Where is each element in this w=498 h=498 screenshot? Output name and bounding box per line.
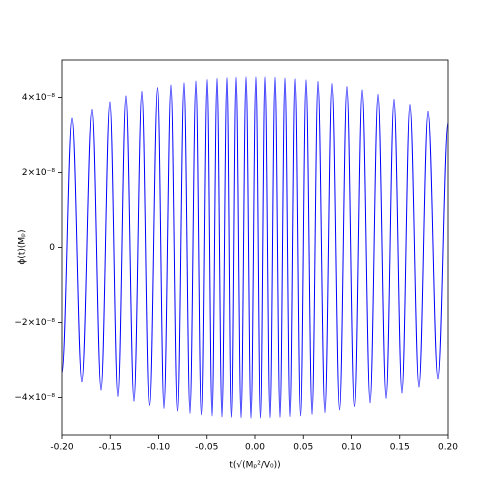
y-tick-label: 0 (49, 243, 55, 253)
y-tick-label: −4×10⁻⁸ (14, 393, 55, 403)
x-axis-label: t(√(Mₚ²/V₀)) (229, 460, 280, 471)
plot-frame (61, 59, 449, 436)
x-tick-label: -0.15 (99, 443, 122, 453)
x-tick-label: -0.05 (195, 443, 218, 453)
x-tick-label: 0.00 (245, 443, 265, 453)
x-tick-label: 0.10 (341, 443, 361, 453)
x-tick-label: 0.15 (390, 443, 410, 453)
y-tick-label: 2×10⁻⁸ (22, 168, 55, 178)
x-tick-label: -0.20 (50, 443, 74, 453)
y-tick-label: 4×10⁻⁸ (22, 93, 55, 103)
x-tick-label: 0.20 (438, 443, 458, 453)
x-tick-label: 0.05 (293, 443, 313, 453)
x-tick-label: -0.10 (147, 443, 171, 453)
data-line (61, 76, 449, 419)
y-tick-label: −2×10⁻⁸ (14, 318, 55, 328)
y-axis-label: ϕ(t)(Mₚ) (18, 229, 28, 264)
